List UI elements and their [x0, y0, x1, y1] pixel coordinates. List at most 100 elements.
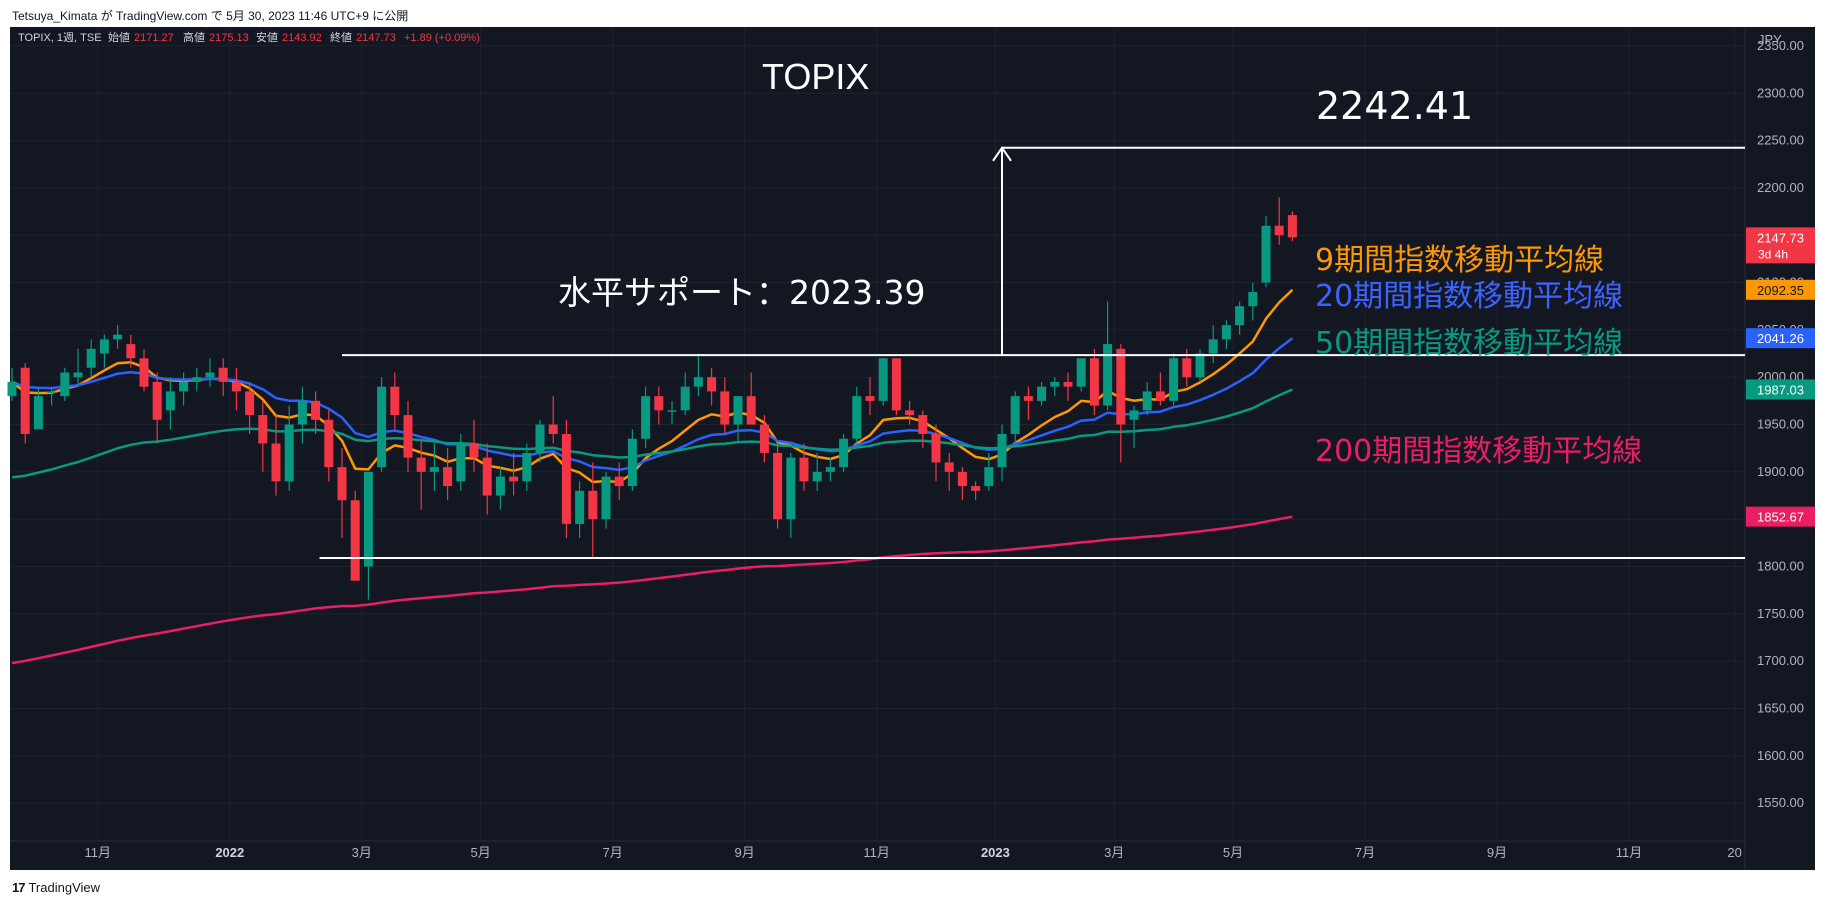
candle-body[interactable]	[654, 396, 664, 411]
candle-body[interactable]	[1037, 386, 1047, 401]
candle-body[interactable]	[139, 358, 149, 387]
candle-body[interactable]	[891, 358, 901, 411]
candle-body[interactable]	[482, 457, 492, 496]
candle-body[interactable]	[759, 424, 769, 453]
candle-body[interactable]	[548, 424, 558, 434]
plot-area[interactable]	[10, 27, 1815, 870]
candle-body[interactable]	[852, 396, 862, 439]
candle-body[interactable]	[1235, 306, 1245, 326]
candle-body[interactable]	[1155, 391, 1165, 401]
candle-body[interactable]	[33, 396, 43, 430]
candle-body[interactable]	[350, 500, 360, 581]
candle-body[interactable]	[614, 476, 624, 487]
candle-body[interactable]	[997, 434, 1007, 468]
candle-body[interactable]	[469, 443, 479, 458]
candle-body[interactable]	[126, 344, 136, 359]
tradingview-logo[interactable]: 17 TradingView	[12, 880, 100, 895]
candle-body[interactable]	[1274, 225, 1284, 236]
candle-body[interactable]	[377, 386, 387, 468]
candle-body[interactable]	[337, 467, 347, 501]
candle-body[interactable]	[588, 490, 598, 520]
candle-body[interactable]	[1169, 358, 1179, 401]
candle-body[interactable]	[258, 415, 268, 444]
candle-body[interactable]	[416, 457, 426, 472]
candle-body[interactable]	[720, 391, 730, 425]
candle-body[interactable]	[535, 424, 545, 453]
candle-body[interactable]	[205, 372, 215, 378]
candle-body[interactable]	[786, 457, 796, 520]
candle-body[interactable]	[1010, 396, 1020, 434]
candle-body[interactable]	[561, 434, 571, 524]
candle-body[interactable]	[99, 339, 109, 354]
candle-body[interactable]	[944, 462, 954, 472]
candle-body[interactable]	[47, 391, 57, 393]
candle-body[interactable]	[1063, 381, 1073, 387]
candle-body[interactable]	[456, 443, 466, 482]
candle-body[interactable]	[799, 457, 809, 482]
candle-body[interactable]	[1287, 215, 1297, 238]
candle-body[interactable]	[73, 372, 83, 378]
candle-body[interactable]	[905, 410, 915, 416]
candle-body[interactable]	[297, 400, 307, 425]
candle-body[interactable]	[1103, 344, 1113, 406]
candle-body[interactable]	[1050, 381, 1060, 387]
candle-body[interactable]	[575, 490, 585, 524]
candle-body[interactable]	[957, 471, 967, 487]
candle-body[interactable]	[245, 391, 255, 416]
candle-body[interactable]	[324, 419, 334, 468]
candle-body[interactable]	[878, 358, 888, 401]
candle-body[interactable]	[522, 452, 532, 482]
candle-body[interactable]	[1023, 396, 1033, 401]
candle-body[interactable]	[1116, 348, 1126, 425]
candle-body[interactable]	[113, 334, 123, 340]
candle-body[interactable]	[1089, 358, 1099, 406]
candle-body[interactable]	[218, 367, 228, 382]
candle-body[interactable]	[1261, 225, 1271, 283]
candle-body[interactable]	[20, 367, 30, 434]
candle-body[interactable]	[918, 415, 928, 434]
candle-body[interactable]	[865, 396, 875, 401]
candle-body[interactable]	[1248, 292, 1258, 307]
candle-body[interactable]	[1129, 410, 1139, 420]
candles[interactable]	[7, 197, 1297, 600]
candle-body[interactable]	[509, 476, 519, 482]
candle-body[interactable]	[495, 476, 505, 496]
candle-body[interactable]	[1221, 325, 1231, 340]
candle-body[interactable]	[1076, 358, 1086, 387]
candle-body[interactable]	[231, 381, 241, 392]
candle-body[interactable]	[271, 443, 281, 482]
candle-body[interactable]	[693, 377, 703, 387]
candle-body[interactable]	[931, 434, 941, 463]
candle-body[interactable]	[773, 452, 783, 520]
candle-body[interactable]	[627, 438, 637, 487]
candle-body[interactable]	[390, 386, 400, 416]
candle-body[interactable]	[192, 377, 202, 382]
candle-body[interactable]	[429, 467, 439, 472]
candle-body[interactable]	[825, 467, 835, 472]
candle-body[interactable]	[733, 396, 743, 425]
candle-body[interactable]	[1182, 358, 1192, 378]
candle-body[interactable]	[707, 377, 717, 392]
candle-body[interactable]	[86, 348, 96, 368]
candle-body[interactable]	[839, 438, 849, 468]
candle-body[interactable]	[363, 471, 373, 567]
candle-body[interactable]	[152, 381, 162, 420]
candle-body[interactable]	[1142, 391, 1152, 411]
candle-body[interactable]	[601, 476, 611, 520]
candle-body[interactable]	[680, 386, 690, 411]
candle-body[interactable]	[971, 486, 981, 491]
candle-body[interactable]	[165, 391, 175, 411]
topix-chart[interactable]: 1550.00 1600.00 1650.00 1700.00 1750.00 1800.…	[0, 27, 1834, 870]
candle-body[interactable]	[403, 415, 413, 458]
candle-body[interactable]	[443, 467, 453, 487]
candle-body[interactable]	[746, 396, 756, 425]
candle-body[interactable]	[667, 410, 677, 412]
candle-body[interactable]	[60, 372, 70, 397]
candle-body[interactable]	[812, 471, 822, 482]
candle-body[interactable]	[1195, 353, 1205, 378]
candle-body[interactable]	[1208, 339, 1218, 354]
candle-body[interactable]	[641, 396, 651, 439]
candle-body[interactable]	[984, 467, 994, 487]
candle-body[interactable]	[179, 381, 189, 392]
candle-body[interactable]	[7, 381, 17, 397]
